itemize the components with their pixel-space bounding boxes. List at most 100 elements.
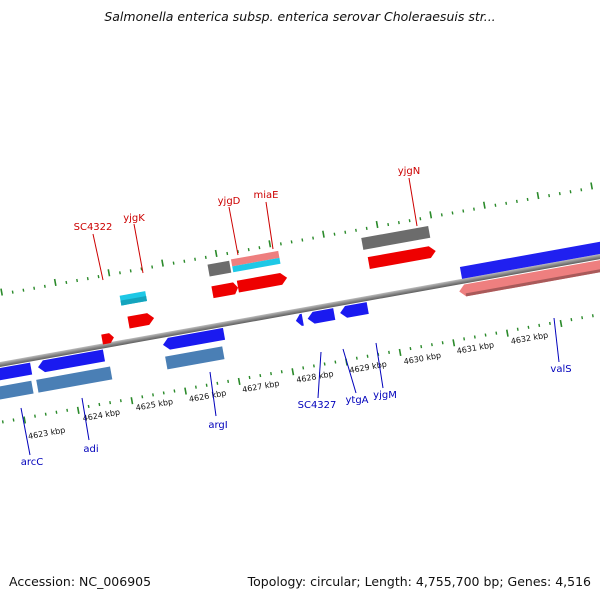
leader-line-argI (209, 371, 217, 417)
gene-feature-arcC-lower[interactable] (0, 380, 34, 403)
gene-feature-yjgM[interactable] (339, 302, 369, 319)
gene-feature-sc4322[interactable] (101, 332, 115, 345)
gene-label-yjgN[interactable]: yjgN (398, 166, 421, 177)
major-tick (23, 416, 27, 424)
minor-tick (259, 373, 262, 378)
major-tick (76, 406, 80, 414)
minor-tick (129, 269, 132, 273)
minor-tick (98, 402, 101, 407)
gene-label-adi[interactable]: adi (83, 444, 98, 455)
minor-tick (473, 207, 475, 211)
minor-tick (591, 314, 594, 318)
gene-feature-yjgD-upper[interactable] (207, 260, 232, 277)
minor-tick (312, 236, 315, 240)
major-tick (53, 278, 57, 286)
minor-tick (22, 288, 25, 292)
gene-label-argI[interactable]: argI (208, 420, 227, 431)
scale-label: 4628 kbp (296, 369, 335, 385)
gene-label-yjgM[interactable]: yjgM (373, 390, 397, 401)
gene-feature-adi[interactable] (37, 349, 106, 374)
minor-tick (216, 381, 219, 385)
minor-tick (419, 217, 422, 221)
minor-tick (548, 321, 551, 326)
gene-label-miaE[interactable]: miaE (254, 190, 279, 201)
gene-feature-adi-lower[interactable] (36, 366, 113, 393)
gene-feature-yjgK-upper-shade (120, 296, 147, 306)
gene-feature-argI[interactable] (162, 327, 226, 351)
major-tick (291, 368, 295, 376)
minor-tick (140, 267, 143, 271)
minor-tick (279, 242, 282, 246)
minor-tick (247, 248, 250, 252)
minor-tick (258, 246, 261, 250)
minor-tick (226, 251, 229, 256)
gene-label-sc4322[interactable]: SC4322 (74, 222, 113, 233)
label-leader-lines (20, 177, 560, 456)
major-tick (214, 249, 218, 258)
minor-tick (119, 399, 122, 403)
minor-tick (538, 323, 541, 327)
major-tick (559, 319, 563, 328)
minor-tick (548, 193, 551, 198)
leader-line-ytgA (342, 348, 357, 394)
leader-line-valS (553, 317, 560, 363)
minor-tick (151, 265, 154, 269)
gene-feature-ytgA[interactable] (307, 308, 336, 325)
major-tick (237, 377, 241, 385)
minor-tick (409, 346, 412, 351)
scale-label: 4631 kbp (456, 340, 495, 356)
gene-label-yjgK[interactable]: yjgK (123, 213, 145, 224)
gene-feature-valS[interactable] (458, 254, 600, 298)
minor-tick (344, 230, 347, 234)
forward-gene-labels: SC4322 yjgK yjgD miaE yjgN (74, 166, 421, 233)
major-tick (375, 220, 379, 229)
gene-label-arcC[interactable]: arcC (21, 457, 44, 468)
minor-tick (86, 276, 89, 281)
minor-tick (484, 333, 487, 337)
gene-label-valS[interactable]: valS (550, 364, 571, 375)
gene-feature-yjgN-upper[interactable] (361, 225, 431, 250)
gene-feature-yjgD[interactable] (211, 282, 239, 299)
gene-feature-miaE-upper[interactable] (230, 250, 280, 267)
minor-tick (34, 414, 36, 418)
minor-tick (301, 238, 304, 242)
major-tick (452, 339, 456, 347)
scale-label: 4626 kbp (188, 388, 227, 404)
leader-line-miaE (265, 201, 274, 250)
gene-feature-yjgN[interactable] (367, 245, 437, 269)
gene-feature-valS-upper[interactable] (459, 236, 600, 279)
genome-backbone (0, 248, 600, 371)
minor-tick (280, 370, 283, 374)
minor-tick (173, 389, 176, 393)
scale-label: 4632 kbp (510, 331, 549, 347)
gene-feature-sc4327[interactable] (295, 313, 304, 327)
minor-tick (76, 278, 79, 283)
minor-tick (494, 203, 497, 207)
major-tick (536, 191, 540, 200)
minor-tick (65, 280, 68, 285)
gene-feature-miaE[interactable] (236, 272, 288, 293)
gene-label-sc4327[interactable]: SC4327 (298, 400, 337, 411)
gene-label-ytgA[interactable]: ytgA (345, 395, 368, 406)
minor-tick (152, 393, 154, 397)
leader-line-sc4327 (317, 351, 322, 399)
minor-tick (569, 190, 572, 194)
minor-tick (290, 240, 293, 244)
gene-feature-yjgK[interactable] (127, 312, 155, 329)
minor-tick (55, 410, 58, 414)
minor-tick (312, 364, 315, 368)
minor-tick (227, 379, 230, 383)
minor-tick (162, 391, 165, 395)
scale-label: 4624 kbp (82, 408, 121, 424)
scale-label: 4627 kbp (241, 379, 280, 395)
leader-line-adi (81, 397, 90, 441)
gene-feature-miaE-mid[interactable] (232, 257, 281, 273)
leader-line-yjgN (408, 177, 418, 227)
accession-label: Accession: NC_006905 (9, 574, 152, 589)
gene-feature-argI-lower[interactable] (165, 346, 225, 370)
gene-label-yjgD[interactable]: yjgD (218, 196, 241, 207)
gene-feature-arcC[interactable] (0, 362, 33, 384)
minor-tick (333, 232, 336, 236)
